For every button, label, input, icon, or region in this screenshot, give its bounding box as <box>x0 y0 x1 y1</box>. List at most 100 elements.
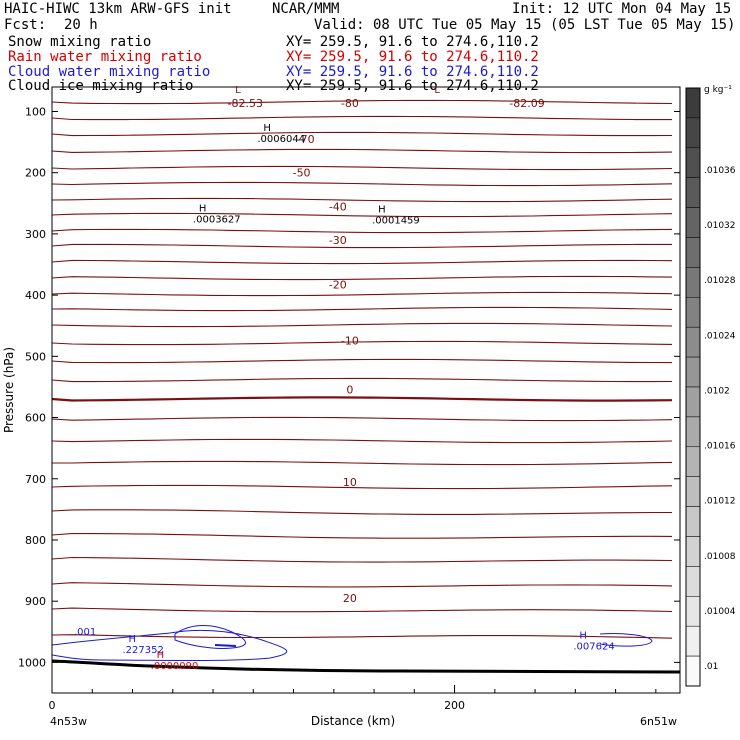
y-tick-label: 400 <box>25 289 46 302</box>
colorbar-label: .01032 <box>704 221 736 231</box>
colorbar-frame <box>685 87 701 687</box>
x-axis-title: Distance (km) <box>311 714 395 728</box>
extremum-value: .0003627 <box>193 214 241 225</box>
y-tick-label: 500 <box>25 350 46 363</box>
y-tick-label: 700 <box>25 473 46 486</box>
extremum-symbol: L <box>434 85 440 96</box>
x-axis: 0 200 <box>49 685 657 712</box>
isotherm-line <box>51 607 673 613</box>
colorbar-swatch <box>685 267 701 298</box>
cloud-water-contour <box>174 625 246 649</box>
isotherm-line <box>51 438 673 444</box>
colorbar-swatch <box>685 117 701 149</box>
isotherm-line <box>51 509 672 515</box>
isotherm-line <box>51 358 673 364</box>
colorbar-swatch <box>685 147 701 178</box>
colorbar-swatch <box>685 356 701 388</box>
plot-frame <box>51 86 681 694</box>
colorbar: .01 .01004 .01008 .01012 .01016 .0102 .01024 .0… <box>685 87 736 687</box>
x-start-location: 4n53w <box>50 715 87 728</box>
colorbar-label: .01036 <box>704 166 736 176</box>
extremum-value: .0000090 <box>151 661 199 672</box>
isotherm-line <box>51 275 673 281</box>
model-title: HAIC-HIWC 13km ARW-GFS init <box>4 1 232 17</box>
isotherm-line <box>51 228 673 234</box>
isotherm-line <box>51 115 672 121</box>
extremum-symbol: L <box>235 85 241 96</box>
extremum-value: .007624 <box>573 642 614 653</box>
isotherm-line <box>51 533 673 539</box>
colorbar-label: .01012 <box>704 497 736 507</box>
extremum-symbol: H <box>263 123 271 134</box>
cloud-water-contours: .001 <box>51 625 653 661</box>
colorbar-swatch <box>685 207 701 238</box>
y-tick-label: 200 <box>25 167 46 180</box>
isotherm-label: 0 <box>346 383 353 396</box>
isotherm-line <box>51 259 673 265</box>
extremum-value: .227352 <box>122 645 163 656</box>
isotherm-line <box>51 340 673 346</box>
center-label: NCAR/MMM <box>272 1 340 17</box>
field-name-cloudwater: Cloud water mixing ratio <box>8 64 211 80</box>
isotherm-line <box>51 377 673 383</box>
isotherm-label: 20 <box>343 592 357 605</box>
cloud-water-contour <box>51 629 288 661</box>
extremum-symbol: H <box>579 631 587 642</box>
y-tick-label: 600 <box>25 412 46 425</box>
colorbar-swatch <box>685 596 701 627</box>
isotherm-label: -20 <box>329 279 347 292</box>
isotherm-line <box>51 484 673 490</box>
terrain-line <box>51 659 681 674</box>
isotherm-labels: -82.53 -80 -82.09 -70 -50 -40 -30 -20 -10 0 10 20 <box>227 97 544 605</box>
isotherm-line <box>51 165 673 171</box>
colorbar-label: .01 <box>704 662 718 672</box>
isotherm-label: -80 <box>341 97 359 110</box>
colorbar-swatch <box>685 566 701 597</box>
isotherm-label: -82.53 <box>227 97 262 110</box>
isotherm-line <box>51 582 673 588</box>
x-end-location: 6n51w <box>640 715 677 728</box>
field-xy-rain: XY= 259.5, 91.6 to 274.6,110.2 <box>286 49 539 65</box>
colorbar-swatch <box>685 326 701 358</box>
isotherm-line <box>51 416 673 422</box>
x-tick-label: 200 <box>444 699 465 712</box>
colorbar-swatch <box>685 386 701 418</box>
y-tick-label: 900 <box>25 595 46 608</box>
isotherm-label: -82.09 <box>509 97 544 110</box>
cloud-water-contour <box>214 644 237 647</box>
isotherm-line <box>51 99 673 105</box>
colorbar-label: .01016 <box>704 442 736 452</box>
isotherm-label: -10 <box>341 334 359 347</box>
colorbar-swatch <box>685 655 701 687</box>
extrema-markers: L LH.0006044H.0003627H.0001459H.227352H.0… <box>122 85 614 672</box>
isotherm-line <box>51 322 673 328</box>
colorbar-label: .01008 <box>704 552 736 562</box>
isotherm-label: -50 <box>293 167 311 180</box>
colorbar-swatch <box>685 297 701 328</box>
y-tick-label: 1000 <box>18 656 46 669</box>
colorbar-units: g kg⁻¹ <box>704 85 732 95</box>
extremum-symbol: H <box>157 650 165 661</box>
colorbar-swatch <box>685 625 701 657</box>
field-xy-cloudice: XY= 259.5, 91.6 to 274.6,110.2 <box>286 78 539 94</box>
isotherm-line <box>51 197 673 203</box>
y-tick-label: 100 <box>25 105 46 118</box>
colorbar-swatch <box>685 536 701 567</box>
y-axis-title: Pressure (hPa) <box>2 347 16 433</box>
isotherm-line <box>52 460 673 466</box>
field-name-cloudice: Cloud ice mixing ratio <box>8 78 194 94</box>
colorbar-swatch <box>685 87 701 119</box>
cloud-water-contour <box>599 633 653 647</box>
field-name-snow: Snow mixing ratio <box>8 34 152 50</box>
colorbar-label: .01024 <box>704 331 736 341</box>
extremum-symbol: H <box>199 203 207 214</box>
isotherm-line <box>51 396 673 402</box>
isotherm-line <box>51 131 673 137</box>
colorbar-swatch <box>685 416 701 448</box>
isotherm-line <box>51 291 673 297</box>
isotherm-label: 10 <box>343 476 357 489</box>
isotherm-line <box>51 212 673 218</box>
isotherm-line <box>51 243 672 249</box>
isotherm-label: -40 <box>329 200 347 213</box>
